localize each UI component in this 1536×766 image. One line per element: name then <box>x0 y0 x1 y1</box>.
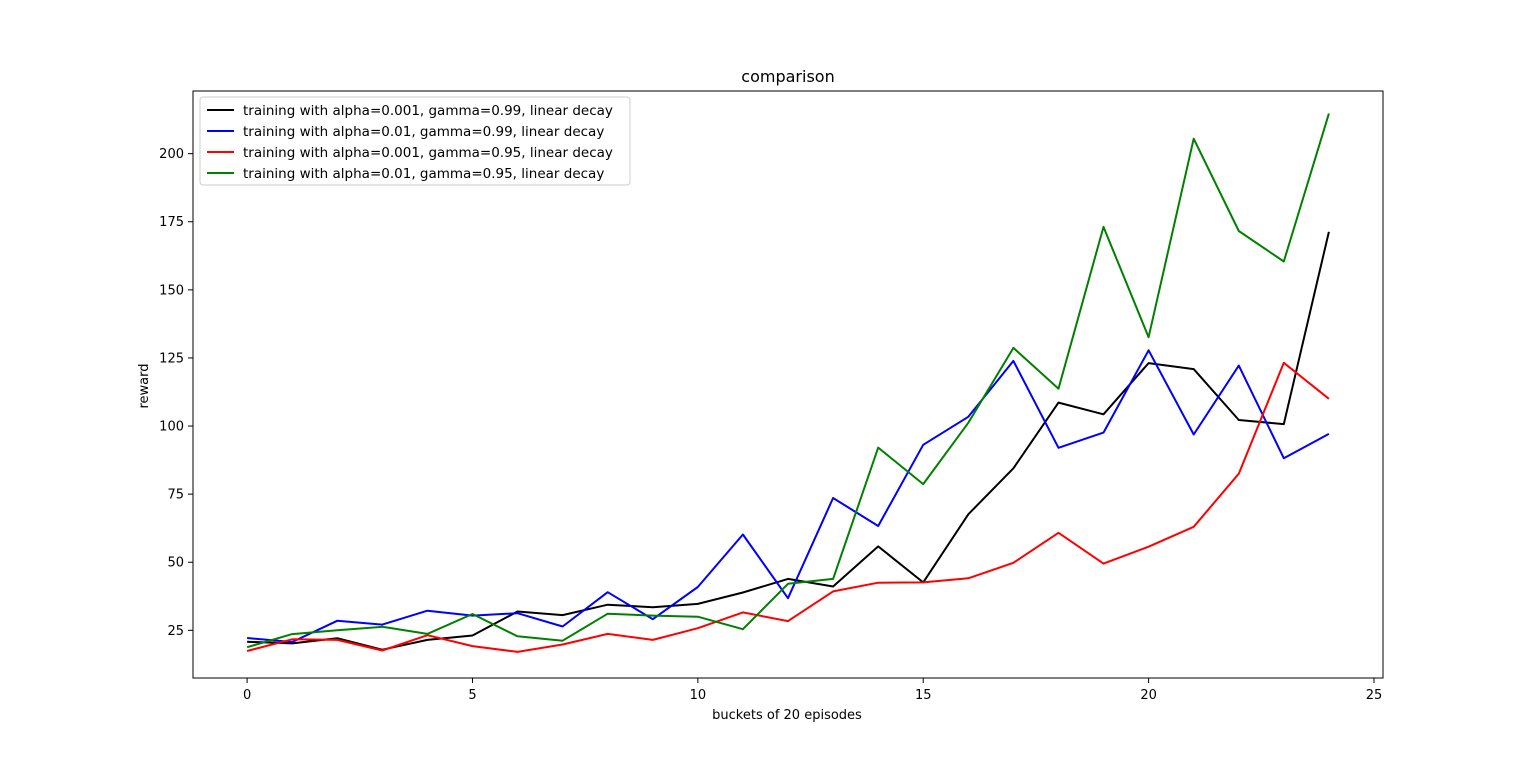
legend-entry-label: training with alpha=0.001, gamma=0.95, l… <box>243 145 613 161</box>
y-tick-label: 75 <box>167 488 184 503</box>
x-tick-label: 5 <box>468 688 476 703</box>
series-line-2 <box>247 349 1330 643</box>
legend-box <box>199 96 631 186</box>
plot-frame <box>192 90 1384 679</box>
x-axis-label: buckets of 20 episodes <box>712 708 862 723</box>
y-tick-label: 125 <box>159 351 184 366</box>
y-tick-label: 100 <box>159 420 184 435</box>
y-tick-label: 175 <box>159 215 184 230</box>
y-axis-label: reward <box>137 363 152 408</box>
y-tick-label: 25 <box>167 624 184 639</box>
series-line-4 <box>246 113 1330 649</box>
y-tick-label: 50 <box>167 556 184 571</box>
legend-entry-label: training with alpha=0.001, gamma=0.99, l… <box>243 103 613 119</box>
x-tick-label: 10 <box>690 688 707 703</box>
x-tick-label: 25 <box>1366 688 1383 703</box>
y-tick-label: 200 <box>159 147 184 162</box>
x-tick-label: 20 <box>1140 688 1157 703</box>
series-line-1 <box>247 231 1330 651</box>
legend-entry-label: training with alpha=0.01, gamma=0.99, li… <box>243 124 604 140</box>
x-tick-label: 0 <box>243 688 251 703</box>
y-tick-label: 150 <box>159 283 184 298</box>
x-tick-label: 15 <box>915 688 932 703</box>
series-line-3 <box>246 361 1330 653</box>
chart-title: comparison <box>741 67 834 86</box>
legend-entry-label: training with alpha=0.01, gamma=0.95, li… <box>243 166 604 182</box>
